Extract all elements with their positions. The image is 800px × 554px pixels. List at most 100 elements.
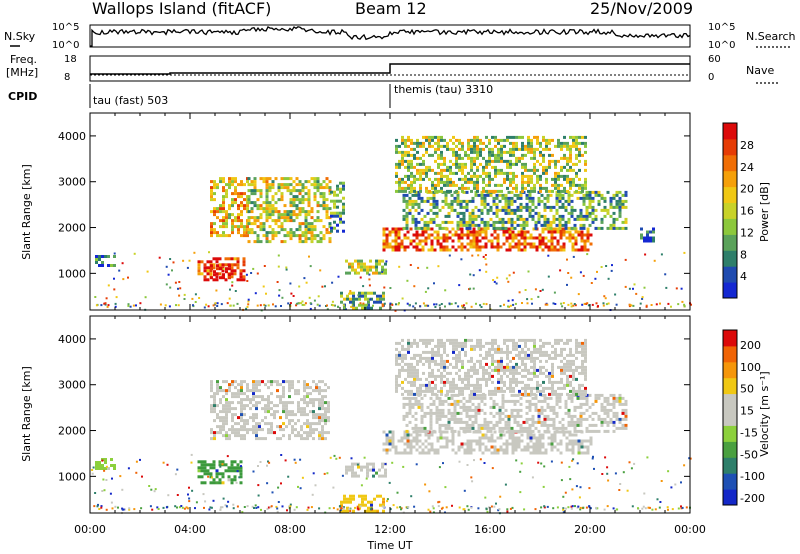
data-cell xyxy=(550,448,554,452)
data-cell xyxy=(237,183,240,187)
data-cell xyxy=(382,430,386,434)
data-cell xyxy=(509,162,512,166)
data-cell xyxy=(286,210,290,214)
data-cell xyxy=(276,383,279,387)
data-cell xyxy=(258,425,261,429)
data-cell xyxy=(304,186,308,190)
ground-cell xyxy=(381,303,384,306)
data-cell xyxy=(507,426,511,430)
data-cell xyxy=(289,231,293,235)
data-cell xyxy=(506,165,509,169)
data-cell xyxy=(455,365,458,369)
data-cell xyxy=(516,217,520,221)
data-cell xyxy=(300,398,303,402)
nsearch-label: N.Search xyxy=(746,30,796,43)
data-cell xyxy=(463,233,467,237)
noise-cell xyxy=(365,477,368,480)
data-cell xyxy=(423,414,427,418)
data-cell xyxy=(253,231,257,235)
data-cell xyxy=(574,433,578,437)
data-cell xyxy=(443,380,446,384)
nsearch-tick-bottom: 10^0 xyxy=(708,40,735,51)
data-cell xyxy=(474,405,478,409)
data-cell xyxy=(521,147,524,151)
data-cell xyxy=(247,240,251,244)
data-cell xyxy=(234,192,237,196)
data-cell xyxy=(519,426,523,430)
data-cell xyxy=(524,353,527,357)
data-cell xyxy=(330,211,333,215)
data-cell xyxy=(571,451,575,455)
data-cell xyxy=(498,417,502,421)
data-cell xyxy=(463,245,467,249)
data-cell xyxy=(474,420,478,424)
ground-cell xyxy=(422,302,425,305)
data-cell xyxy=(551,374,554,378)
data-cell xyxy=(465,408,469,412)
data-cell xyxy=(511,433,515,437)
data-cell xyxy=(327,410,330,414)
ground-cell xyxy=(220,303,223,306)
data-cell xyxy=(222,434,225,438)
data-cell xyxy=(432,196,436,200)
noise-cell xyxy=(337,275,340,278)
data-cell xyxy=(509,365,512,369)
noise-cell xyxy=(512,271,515,274)
data-cell xyxy=(510,426,514,430)
data-cell xyxy=(488,374,491,378)
data-cell xyxy=(507,199,511,203)
data-cell xyxy=(606,420,610,424)
data-cell xyxy=(482,344,485,348)
noise-cell xyxy=(227,500,230,503)
data-cell xyxy=(400,245,404,249)
noise-cell xyxy=(162,461,165,464)
data-cell xyxy=(431,153,434,157)
data-cell xyxy=(222,416,225,420)
data-cell xyxy=(492,211,496,215)
noise-cell xyxy=(632,304,635,307)
data-cell xyxy=(526,442,530,446)
data-cell xyxy=(452,162,455,166)
data-cell xyxy=(495,402,499,406)
data-cell xyxy=(277,183,281,187)
noise-cell xyxy=(285,268,288,271)
data-cell xyxy=(378,262,381,266)
data-cell xyxy=(318,398,321,402)
data-cell xyxy=(575,338,578,342)
data-cell xyxy=(430,433,434,437)
data-cell xyxy=(517,436,521,440)
data-cell xyxy=(228,213,231,217)
data-cell xyxy=(560,347,563,351)
data-cell xyxy=(542,380,545,384)
data-cell xyxy=(367,303,370,307)
data-cell xyxy=(316,204,320,208)
data-cell xyxy=(560,168,563,172)
data-cell xyxy=(404,153,407,157)
data-cell xyxy=(567,414,571,418)
data-cell xyxy=(424,439,428,443)
data-cell xyxy=(445,430,449,434)
data-cell xyxy=(385,448,389,452)
noise-cell xyxy=(280,454,283,456)
data-cell xyxy=(489,429,493,433)
data-cell xyxy=(541,445,545,449)
ground-cell xyxy=(330,303,333,306)
data-cell xyxy=(411,202,415,206)
data-cell xyxy=(315,383,318,387)
data-cell xyxy=(301,234,305,238)
data-cell xyxy=(216,183,219,187)
data-cell xyxy=(447,211,451,215)
data-cell xyxy=(240,219,243,223)
data-cell xyxy=(497,141,500,145)
data-cell xyxy=(506,362,509,366)
data-cell xyxy=(440,389,443,393)
data-cell xyxy=(443,368,446,372)
data-cell xyxy=(531,202,535,206)
data-cell xyxy=(588,193,592,197)
noise-cell xyxy=(444,305,446,308)
data-cell xyxy=(407,368,410,372)
data-cell xyxy=(327,401,330,405)
data-cell xyxy=(419,359,422,363)
data-cell xyxy=(357,465,360,469)
data-cell xyxy=(574,239,578,243)
